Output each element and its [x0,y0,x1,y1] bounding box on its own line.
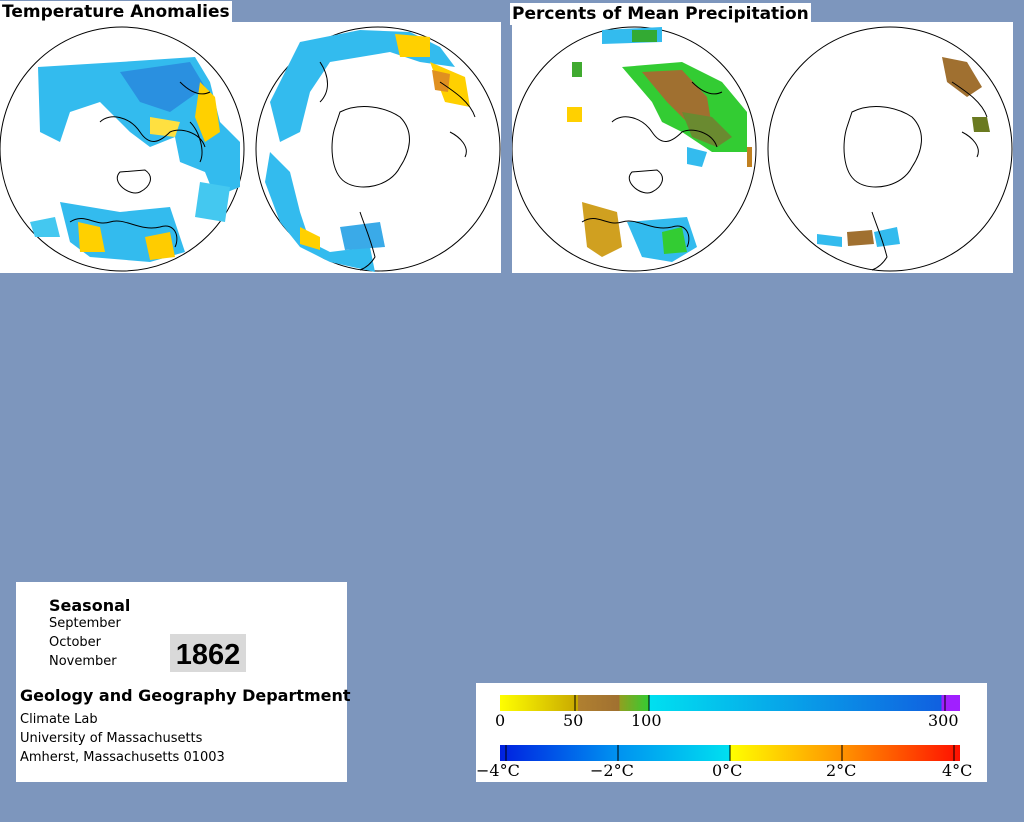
precip-patches-south [817,57,990,247]
temp-anomaly-patches-south [265,30,470,272]
address-line-3: Amherst, Massachusetts 01003 [20,750,225,765]
color-legend: 0 50 100 300 −4°C −2°C 0°C 2°C 4°C [476,683,987,782]
temp-label-0: 0°C [712,761,743,780]
temp-label-neg4: −4°C [476,761,520,780]
year-display: 1862 [170,634,246,672]
season-label: Seasonal [49,596,131,615]
address-line-2: University of Massachusetts [20,731,203,746]
legend-bars [500,695,960,761]
precip-coastlines-south [843,81,988,271]
precipitation-globes [512,26,1013,272]
temperature-panel-title: Temperature Anomalies [0,1,232,23]
temp-coastlines-south [319,61,476,271]
address-line-1: Climate Lab [20,712,98,727]
precip-label-100: 100 [631,711,662,730]
month-1: September [49,616,121,631]
info-box: Seasonal September October November 1862… [16,582,351,782]
temp-coastlines-north [69,81,211,248]
department-name: Geology and Geography Department [20,686,351,705]
temperature-map-panel [0,22,501,273]
temp-label-4: 4°C [942,761,973,780]
temp-anomaly-patches-north [30,57,240,262]
precipitation-map-panel [512,22,1013,273]
temp-label-neg2: −2°C [590,761,634,780]
temp-label-2: 2°C [826,761,857,780]
temperature-globes [0,26,501,272]
month-3: November [49,654,117,669]
precip-coastlines-north [581,81,723,248]
precip-color-bar [500,695,960,711]
precip-globe-south [767,26,1013,272]
precip-label-0: 0 [495,711,506,730]
precip-label-300: 300 [928,711,959,730]
precipitation-panel-title: Percents of Mean Precipitation [510,3,811,25]
precip-label-50: 50 [563,711,584,730]
month-2: October [49,635,102,650]
